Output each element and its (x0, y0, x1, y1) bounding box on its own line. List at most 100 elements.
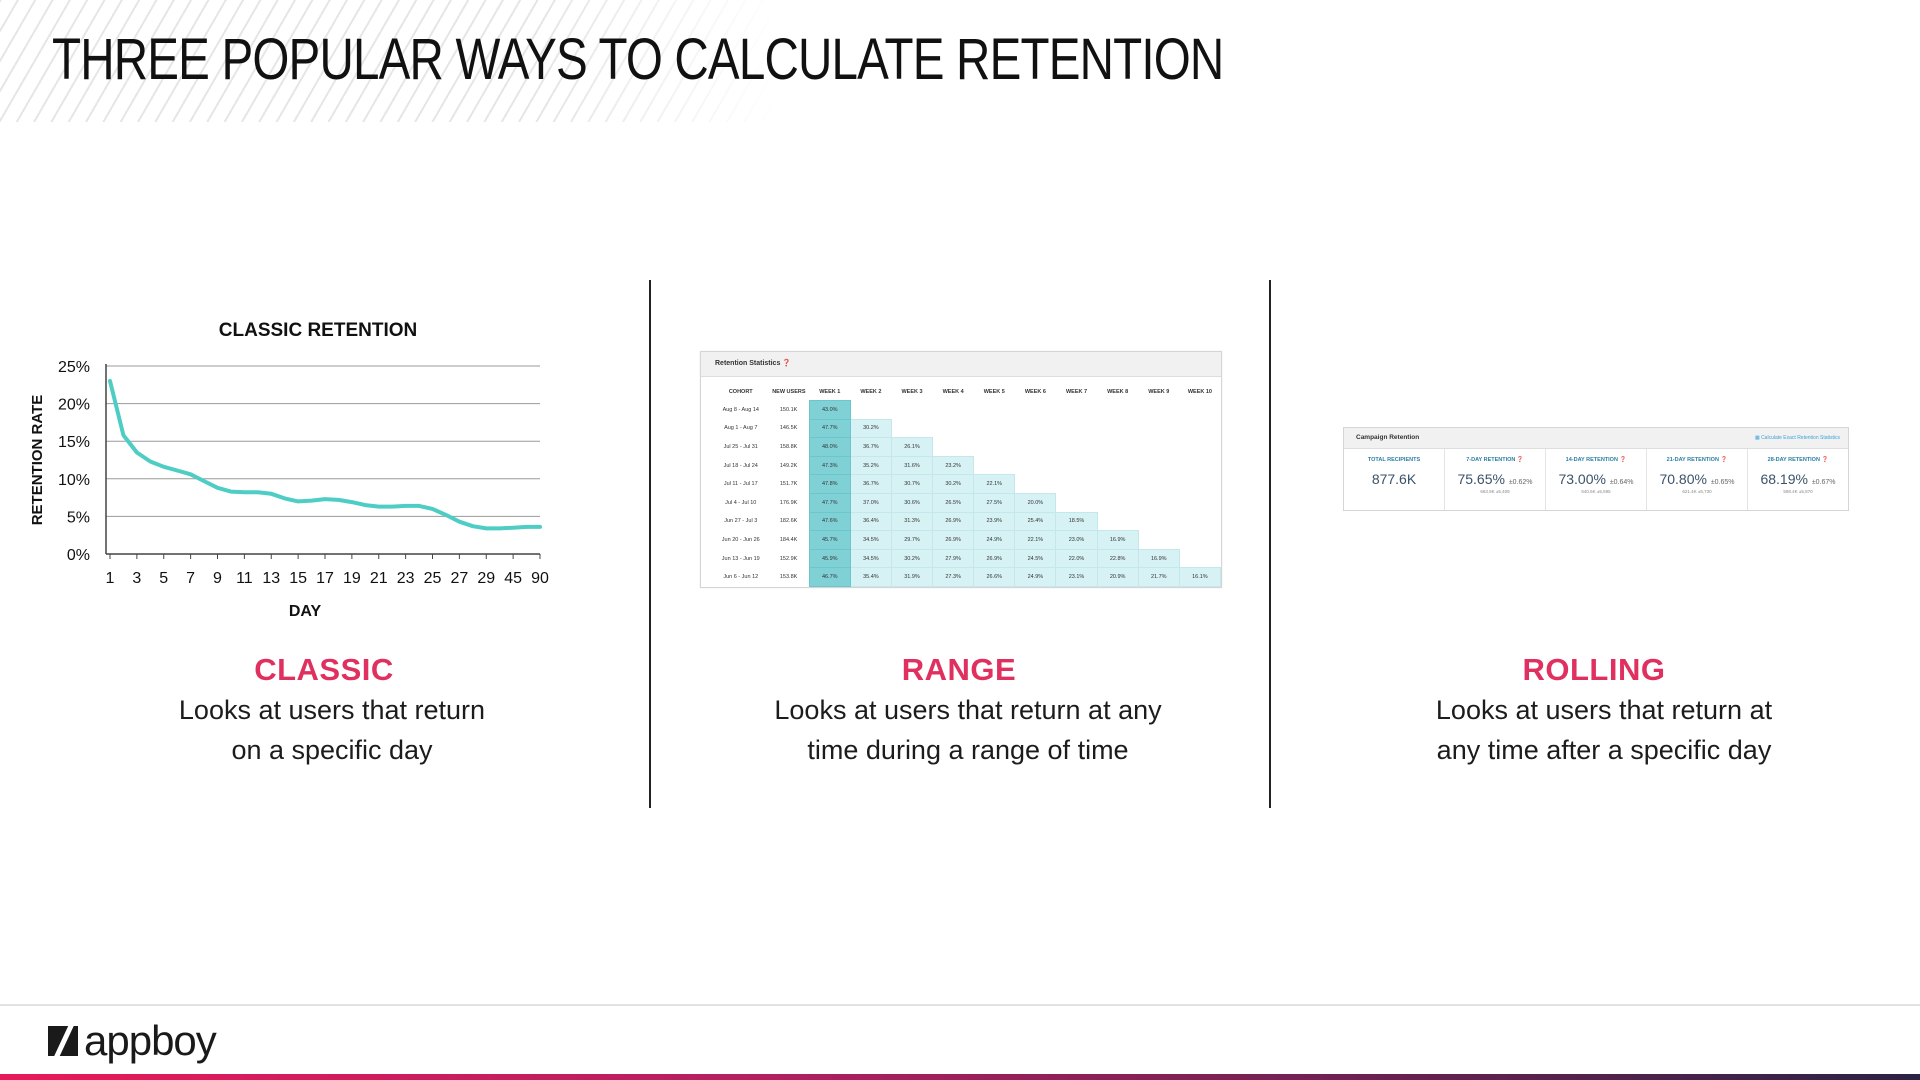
range-table-row: Jun 20 - Jun 26 184.4K 45.7% 34.5% 29.7% 26.9… (713, 530, 1221, 550)
range-empty-cell (1179, 401, 1220, 420)
range-cohort-cell: Jun 13 - Jun 19 (721, 555, 760, 562)
range-empty-cell (1179, 456, 1220, 475)
range-value-cell: 34.5% (849, 530, 892, 550)
range-cohort-cell: Jun 27 - Jul 3 (724, 518, 758, 525)
range-value-cell: 30.2% (932, 474, 975, 494)
range-empty-cell (933, 438, 974, 457)
range-value-cell: 27.3% (932, 567, 975, 587)
range-value-cell: 27.9% (932, 548, 975, 569)
range-value-cell: 26.9% (932, 530, 975, 550)
calculate-exact-link[interactable]: ▦ Calculate Exact Retention Statistics (1754, 435, 1840, 441)
retention-stat-sub: 640.6K ±5,595 (1581, 489, 1611, 494)
range-empty-cell (1179, 438, 1220, 457)
retention-stat-label: 28-DAY RETENTION ❓ (1767, 457, 1829, 463)
divider-right (1269, 280, 1271, 808)
range-value-cell: 45.9% (808, 548, 851, 569)
retention-stat-number: 75.65% (1457, 471, 1505, 487)
retention-stat-sub: 663.9K ±5,409 (1480, 489, 1510, 494)
retention-stat-value: 75.65% ±0.62% (1445, 471, 1545, 487)
range-value-cell: 30.2% (890, 548, 934, 569)
retention-stat-value: 70.80% ±0.65% (1647, 471, 1747, 487)
retention-stat-number: 73.00% (1558, 471, 1606, 487)
range-value-cell: 20.0% (1014, 492, 1057, 513)
range-col-header: COHORT (728, 388, 753, 395)
retention-stat-cell: 7-DAY RETENTION ❓ 75.65% ±0.62% 663.9K ±5,… (1445, 449, 1546, 510)
campaign-retention-card: Campaign Retention ▦ Calculate Exact Ret… (1343, 427, 1849, 511)
range-cohort-cell: 158.8K (779, 443, 798, 450)
classic-desc-line2: on a specific day (231, 735, 433, 765)
x-tick-label: 1 (106, 570, 115, 587)
range-empty-cell (1097, 401, 1138, 420)
range-table-row: Jun 27 - Jul 3 182.6K 47.6% 36.4% 31.3% 26.9%… (713, 511, 1221, 532)
x-axis-label: DAY (289, 603, 322, 620)
range-value-cell: 16.9% (1137, 548, 1180, 569)
range-col-header: WEEK 2 (860, 388, 882, 395)
x-tick-label: 19 (343, 570, 361, 587)
range-value-cell: 23.0% (1055, 530, 1098, 550)
retention-stat-margin: ±0.65% (1710, 479, 1735, 486)
range-value-cell: 47.7% (808, 418, 851, 439)
range-empty-cell (1056, 438, 1097, 457)
retention-stat-label: 21-DAY RETENTION ❓ (1666, 457, 1728, 463)
appboy-logo: appboy (48, 1017, 217, 1064)
range-value-cell: 30.6% (890, 492, 934, 513)
range-value-cell: 16.9% (1096, 530, 1139, 550)
range-value-cell: 23.2% (932, 455, 975, 476)
range-value-cell: 36.4% (849, 511, 892, 532)
range-cohort-cell: 149.2K (779, 462, 798, 469)
retention-stat-value: 73.00% ±0.64% (1546, 471, 1646, 487)
appboy-logo-text: appboy (84, 1017, 217, 1064)
range-empty-cell (1179, 493, 1220, 512)
range-cohort-cell: 176.9K (779, 499, 798, 506)
range-value-cell: 24.5% (1014, 548, 1057, 569)
range-empty-cell (1056, 401, 1097, 420)
range-empty-cell (1138, 419, 1179, 438)
range-cohort-cell: Jun 20 - Jun 26 (721, 536, 760, 543)
range-value-cell: 43.0% (808, 400, 851, 420)
y-tick-label: 5% (67, 509, 90, 526)
range-value-cell: 26.9% (973, 548, 1016, 569)
range-value-cell: 27.5% (973, 492, 1016, 513)
rolling-desc-line2: any time after a specific day (1436, 735, 1772, 765)
x-tick-label: 23 (397, 570, 415, 587)
x-tick-label: 27 (450, 570, 468, 587)
range-value-cell: 47.8% (808, 474, 851, 494)
range-value-cell: 26.9% (932, 511, 975, 532)
retention-series-line (108, 379, 542, 531)
range-table-row: Jul 25 - Jul 31 158.8K 48.0% 36.7% 26.1% (713, 437, 1221, 457)
range-value-cell: 22.8% (1096, 548, 1139, 569)
x-tick-label: 17 (316, 570, 334, 587)
range-desc-line2: time during a range of time (807, 735, 1129, 765)
range-empty-cell (1138, 456, 1179, 475)
range-value-cell: 45.7% (808, 530, 851, 550)
range-cohort-cell: Jul 11 - Jul 17 (723, 481, 758, 488)
range-value-cell: 47.3% (808, 455, 851, 476)
range-empty-cell (974, 419, 1015, 438)
range-col-header: WEEK 10 (1187, 388, 1212, 395)
range-cohort-cell: 184.4K (779, 536, 798, 543)
retention-stat-margin: ±0.64% (1609, 479, 1634, 486)
retention-stat-margin: ±0.62% (1508, 479, 1533, 486)
range-value-cell: 36.7% (849, 437, 892, 457)
range-col-header: WEEK 3 (901, 388, 923, 395)
retention-stat-label: 7-DAY RETENTION ❓ (1466, 457, 1524, 463)
range-value-cell: 22.0% (1055, 548, 1098, 569)
range-value-cell: 18.5% (1055, 511, 1098, 532)
range-value-cell: 36.7% (849, 474, 892, 494)
y-tick-label: 10% (58, 472, 90, 489)
range-empty-cell (1097, 456, 1138, 475)
x-tick-label: 9 (213, 570, 222, 587)
range-value-cell: 16.1% (1178, 567, 1222, 587)
range-empty-cell (1138, 475, 1179, 494)
range-value-cell: 34.5% (849, 548, 892, 569)
bottom-gradient-bar (0, 1074, 1920, 1080)
range-table-row: Jul 11 - Jul 17 151.7K 47.8% 36.7% 30.7% 30.2… (713, 474, 1221, 494)
range-table-row: Jun 6 - Jun 12 153.8K 46.7% 35.4% 31.9% 27.3%… (713, 567, 1222, 587)
range-empty-cell (933, 401, 974, 420)
range-value-cell: 48.0% (808, 437, 851, 457)
range-cohort-cell: 146.5K (779, 425, 798, 432)
retention-stat-cell: 14-DAY RETENTION ❓ 73.00% ±0.64% 640.6K ±5… (1546, 449, 1647, 510)
range-empty-cell (1015, 438, 1056, 457)
range-cohort-cell: Jul 18 - Jul 24 (723, 462, 758, 469)
